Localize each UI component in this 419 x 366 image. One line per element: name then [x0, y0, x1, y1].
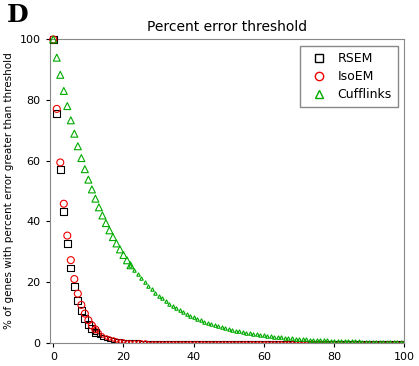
Text: D: D [7, 3, 29, 27]
Point [60, 88, 67, 94]
Point [60, 201, 67, 207]
Point [64, 233, 71, 239]
Point [120, 252, 127, 258]
Point [82, 311, 88, 317]
Y-axis label: % of genes with percent error greater than threshold: % of genes with percent error greater th… [4, 53, 14, 329]
Point [78, 307, 85, 313]
Point [75, 291, 81, 296]
Point [110, 234, 116, 240]
Point [50, 37, 57, 42]
Point [57, 72, 64, 78]
Point [71, 276, 78, 282]
Point [88, 187, 95, 193]
Point [92, 329, 99, 335]
Point [113, 240, 120, 246]
Point [82, 315, 88, 321]
Point [82, 166, 88, 172]
Point [50, 37, 57, 42]
Point [99, 213, 106, 219]
Point [75, 297, 81, 303]
Point [92, 196, 99, 202]
Point [67, 265, 74, 271]
Point [67, 257, 74, 263]
Point [53, 106, 60, 112]
Point [85, 317, 92, 323]
Point [78, 302, 85, 308]
Point [71, 131, 78, 137]
Point [85, 321, 92, 327]
Point [67, 117, 74, 123]
Point [88, 322, 95, 328]
Point [116, 246, 123, 252]
Point [103, 220, 109, 226]
Legend: RSEM, IsoEM, Cufflinks: RSEM, IsoEM, Cufflinks [300, 46, 398, 107]
Point [127, 262, 134, 268]
Point [88, 326, 95, 332]
Point [60, 209, 67, 215]
Point [96, 204, 102, 210]
Point [53, 55, 60, 61]
Title: Percent error threshold: Percent error threshold [147, 20, 307, 34]
Point [64, 241, 71, 247]
Point [85, 177, 92, 183]
Point [92, 326, 99, 332]
Point [71, 283, 78, 289]
Point [53, 111, 60, 116]
Point [64, 103, 71, 109]
Point [124, 257, 130, 263]
Point [57, 160, 64, 165]
Point [57, 167, 64, 172]
Point [78, 155, 85, 161]
Point [50, 37, 57, 42]
Point [106, 227, 113, 233]
Point [75, 143, 81, 149]
